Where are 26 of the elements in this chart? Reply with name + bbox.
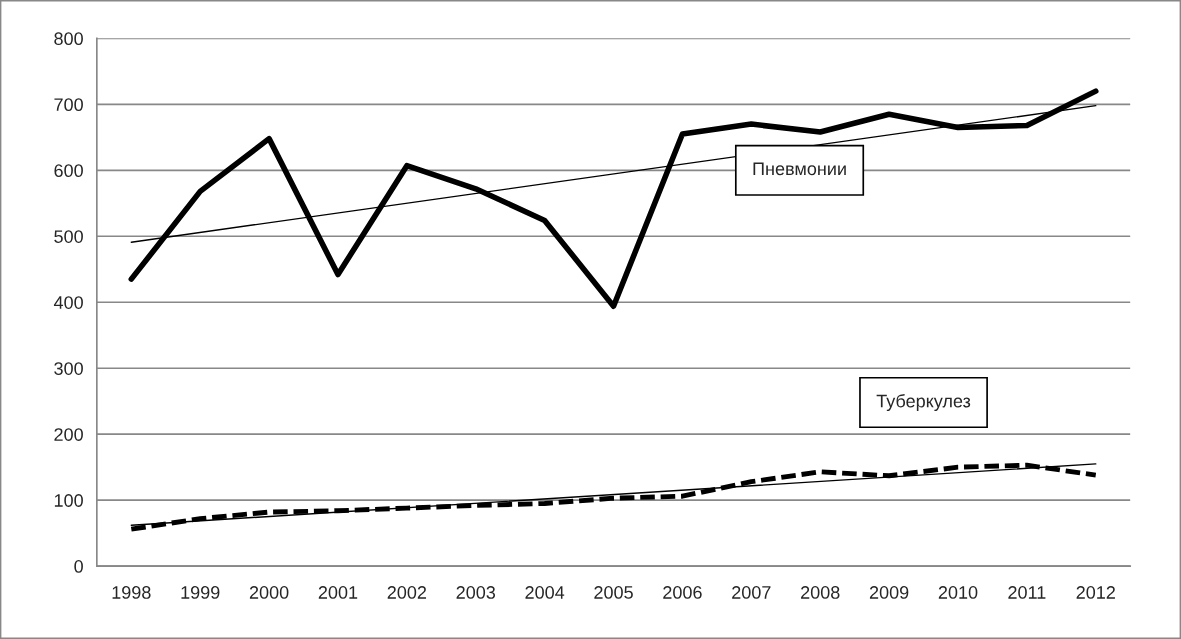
y-tick-label: 600 (54, 164, 83, 178)
x-tick-label: 2003 (456, 586, 496, 599)
x-tick-label: 2010 (938, 586, 978, 599)
x-tick-label: 2006 (663, 586, 702, 599)
y-tick-label: 800 (54, 32, 83, 46)
y-tick-label: 100 (54, 494, 83, 507)
x-tick-label: 2011 (1008, 586, 1046, 599)
x-tick-label: 2002 (387, 586, 427, 599)
y-tick-label: 200 (54, 428, 83, 441)
y-tick-label: 300 (54, 362, 83, 375)
y-tick-label: 700 (54, 98, 83, 112)
x-tick-label: 2007 (732, 586, 771, 599)
y-tick-label: 400 (53, 296, 83, 309)
series-label: Пневмонии (753, 162, 846, 176)
x-tick-label: 2009 (869, 586, 909, 599)
x-tick-label: 1998 (112, 586, 151, 599)
x-tick-label: 2012 (1076, 586, 1115, 599)
x-tick-label: 2004 (525, 586, 565, 599)
text: Туберкулез (876, 394, 971, 412)
x-tick-label: 2000 (249, 586, 289, 599)
x-tick-label: 2001 (318, 586, 358, 599)
x-tick-label: 2008 (801, 586, 840, 599)
y-tick-label: 0 (74, 560, 83, 573)
y-tick-label: 500 (54, 230, 83, 243)
x-tick-label: 2005 (594, 586, 633, 599)
x-tick-label: 1999 (181, 586, 220, 599)
